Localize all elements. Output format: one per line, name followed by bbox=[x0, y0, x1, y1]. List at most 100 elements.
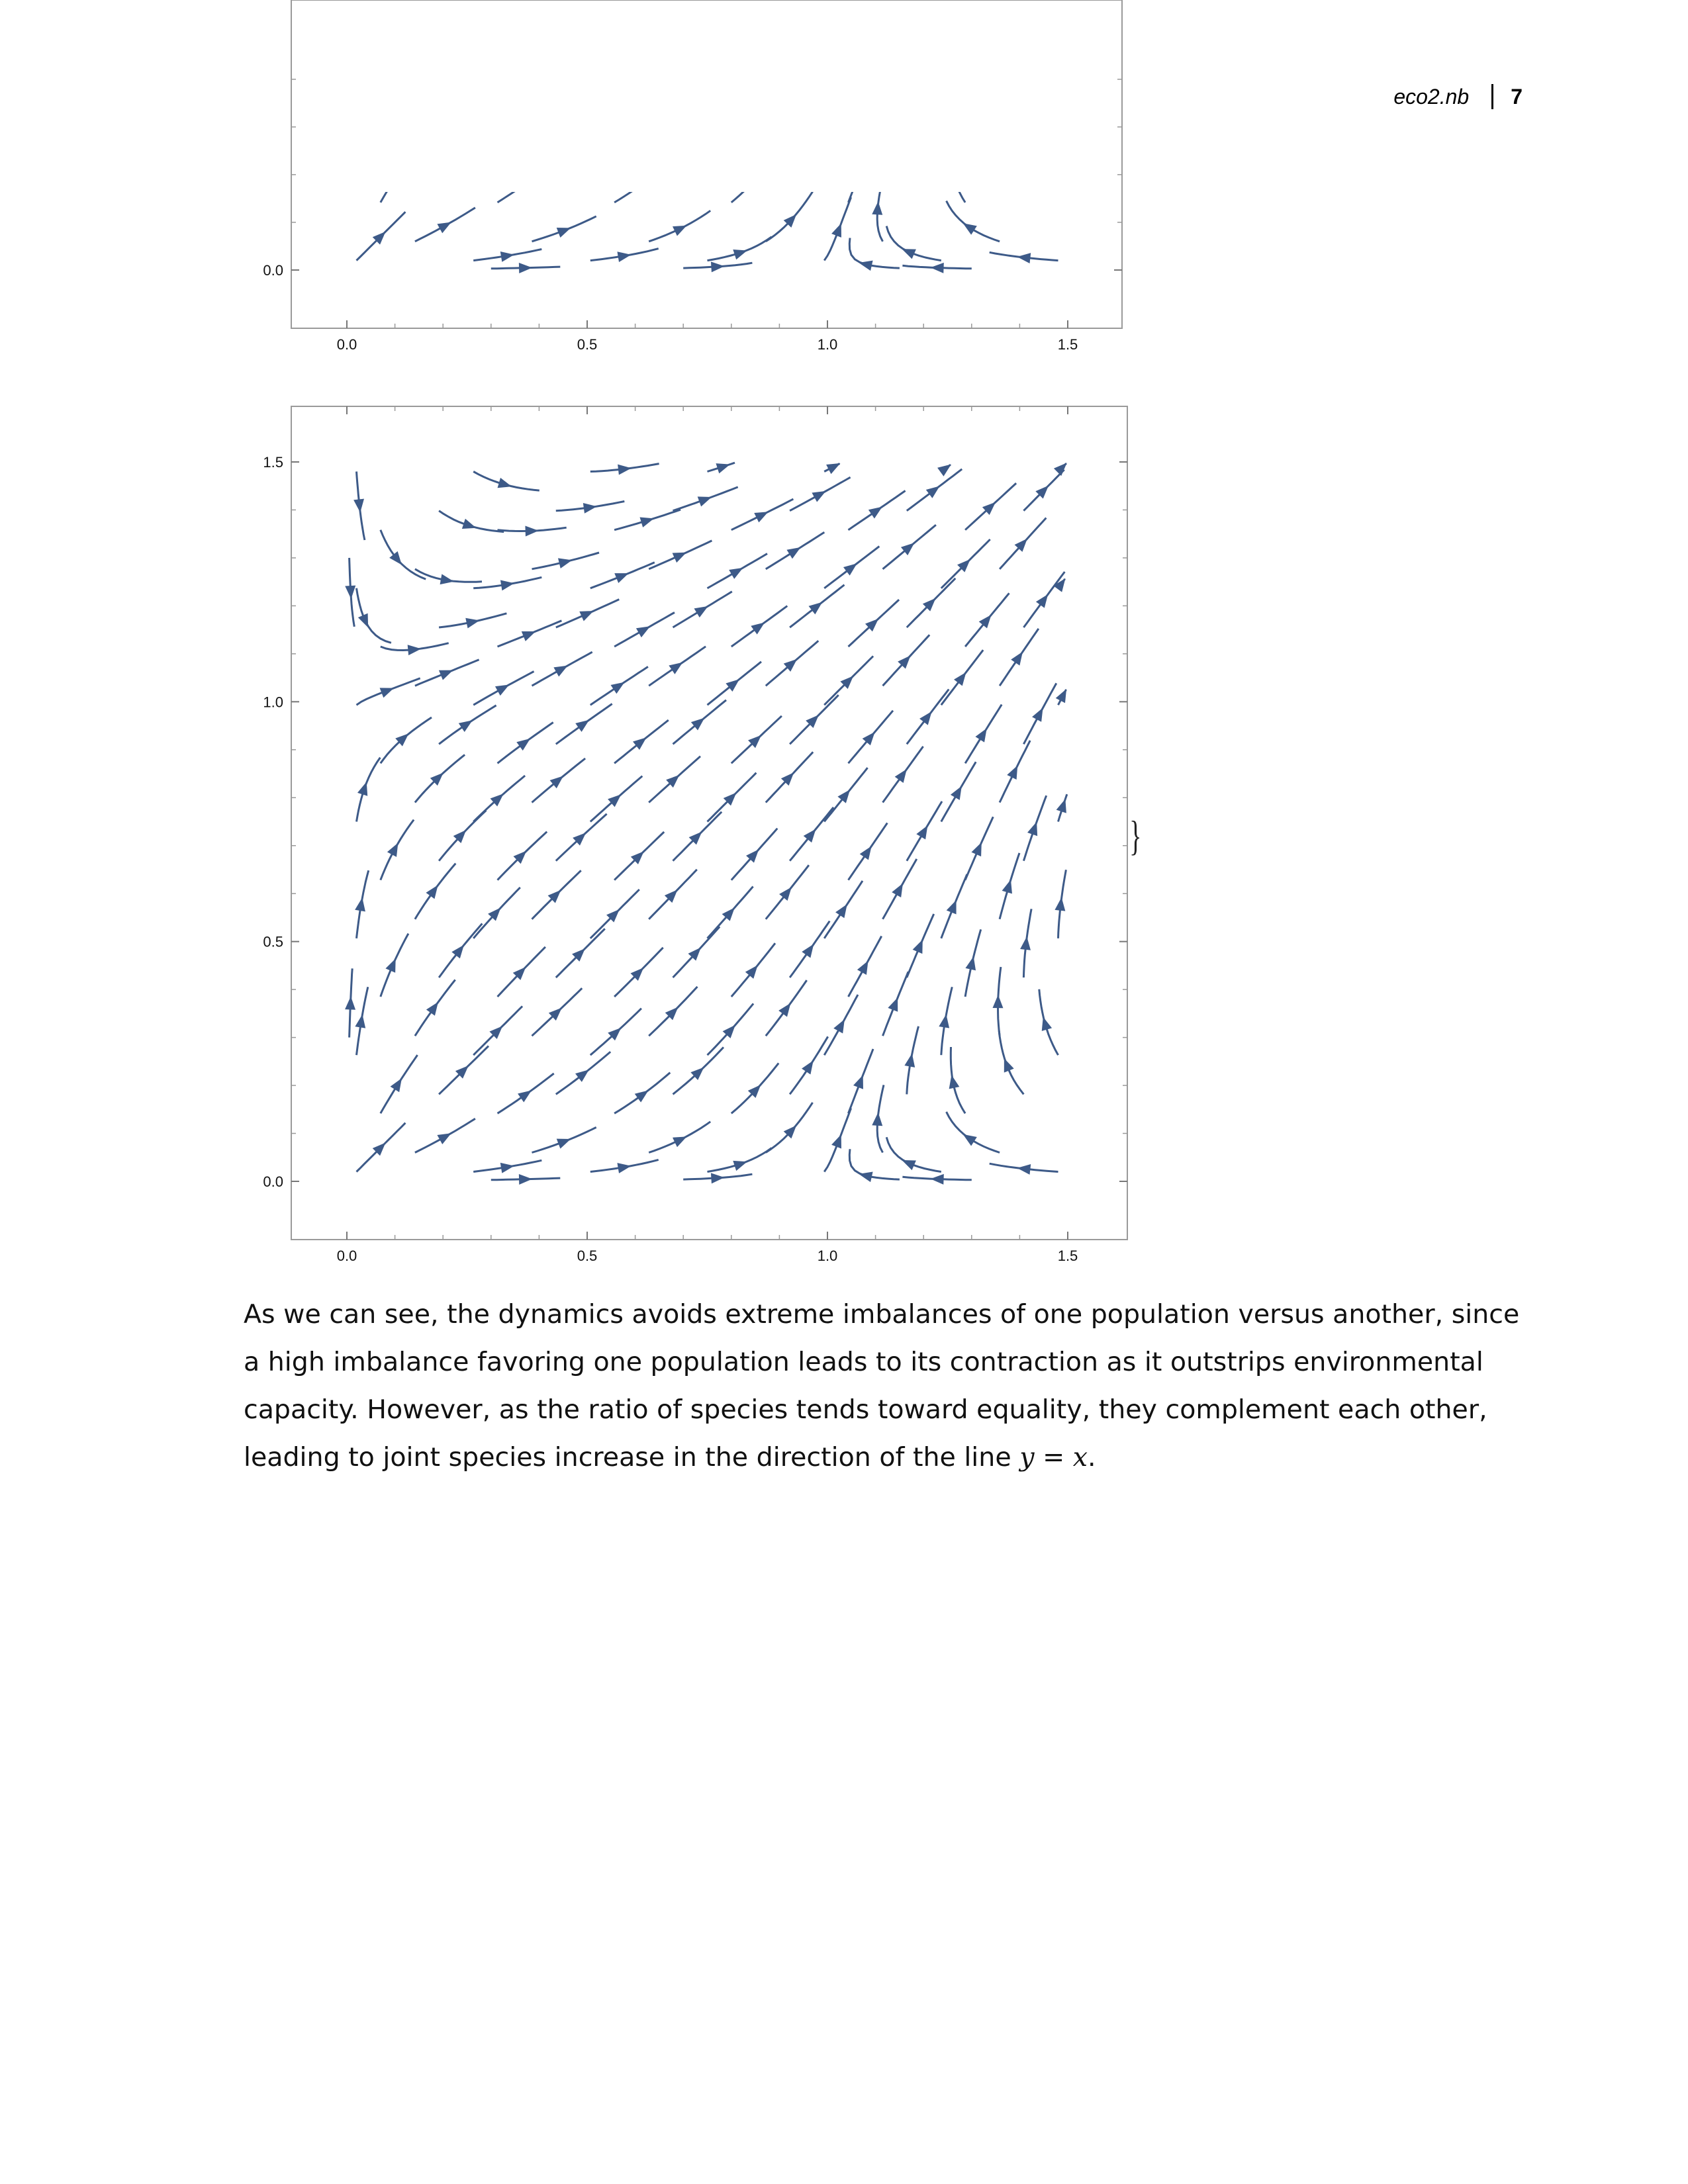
streamline-arrowhead bbox=[573, 833, 586, 846]
streamline-arrowhead bbox=[859, 1171, 873, 1183]
streamline-arrowhead bbox=[733, 1160, 747, 1171]
streamline-arrowhead bbox=[722, 1024, 735, 1038]
streamline-arrowhead bbox=[664, 889, 678, 903]
streamline-arrowhead bbox=[665, 97, 679, 110]
streamline-arrowhead bbox=[733, 249, 747, 260]
streamline-arrowhead bbox=[512, 966, 526, 980]
streamline-arrowhead bbox=[904, 143, 915, 157]
streamline-arrowhead bbox=[939, 1014, 950, 1028]
streamline-arrowhead bbox=[1055, 897, 1066, 911]
streamline-arrowhead bbox=[780, 772, 794, 786]
streamline bbox=[496, 192, 516, 204]
streamline bbox=[885, 226, 942, 262]
streamline-arrowhead bbox=[726, 679, 740, 692]
streamline-arrowhead bbox=[859, 260, 873, 271]
streamline-arrowhead bbox=[835, 0, 847, 9]
streamline-arrowhead bbox=[865, 618, 879, 632]
streamline-arrowhead bbox=[525, 525, 539, 537]
streamline-arrowhead bbox=[489, 1026, 503, 1040]
streamline-arrowhead bbox=[355, 897, 365, 912]
streamline-arrowhead bbox=[919, 711, 932, 725]
streamline-arrowhead bbox=[697, 496, 712, 507]
streamline-arrowhead bbox=[372, 1142, 386, 1156]
streamline-arrowhead bbox=[617, 251, 632, 263]
streamline bbox=[998, 57, 1001, 125]
streamline-arrowhead bbox=[930, 1173, 944, 1185]
x-tick-label: 0.0 bbox=[337, 336, 357, 353]
streamline bbox=[945, 200, 1000, 243]
streamline-arrowhead bbox=[1014, 538, 1027, 552]
streamline-arrowhead bbox=[353, 498, 365, 513]
streamline-arrowhead bbox=[1002, 879, 1012, 894]
streamline-arrowhead bbox=[812, 490, 826, 502]
streamline-arrowhead bbox=[862, 731, 875, 746]
streamline-arrowhead bbox=[665, 1007, 679, 1021]
streamline-arrowhead bbox=[835, 904, 847, 919]
streamline-arrowhead bbox=[1032, 707, 1043, 722]
streamline-arrowhead bbox=[975, 728, 987, 743]
streamline bbox=[708, 93, 754, 144]
streamline-arrowhead bbox=[853, 164, 863, 179]
streamline bbox=[673, 137, 724, 184]
streamline-arrowhead bbox=[458, 720, 473, 733]
streamline-arrowhead bbox=[913, 30, 923, 44]
streamline bbox=[998, 1030, 1025, 1095]
cell-bracket: } bbox=[1129, 812, 1142, 859]
streamline bbox=[790, 126, 828, 184]
streamline-arrowhead bbox=[549, 776, 564, 789]
streamline-arrowhead bbox=[513, 850, 527, 864]
streamline-arrowhead bbox=[438, 670, 453, 680]
streamline-arrowhead bbox=[1017, 253, 1031, 264]
streamline-arrowhead bbox=[902, 249, 916, 259]
streamline-arrowhead bbox=[1017, 1164, 1031, 1175]
streamline bbox=[532, 0, 581, 9]
streamline-arrowhead bbox=[518, 1090, 532, 1103]
streamline bbox=[473, 471, 539, 492]
x-tick-label: 0.0 bbox=[337, 1248, 357, 1264]
streamline-arrowhead bbox=[982, 502, 996, 516]
streamline-arrowhead bbox=[355, 104, 365, 118]
streamline-arrowhead bbox=[803, 829, 816, 843]
header-separator bbox=[1491, 84, 1494, 109]
streamline-arrowhead bbox=[1035, 594, 1049, 608]
streamline-arrowhead bbox=[710, 1173, 725, 1184]
x-tick-label: 1.0 bbox=[818, 336, 838, 353]
streamline-arrowhead bbox=[965, 46, 976, 60]
streamline-arrowhead bbox=[430, 772, 444, 786]
stream-plot-full: 0.0 0.5 1.0 1.5 0.0 0.5 1.0 1.5 bbox=[263, 406, 1128, 1264]
streamline bbox=[883, 0, 917, 9]
streamline bbox=[590, 0, 639, 28]
streamline-arrowhead bbox=[802, 944, 814, 958]
streamline-arrowhead bbox=[379, 688, 395, 698]
streamline-arrowhead bbox=[872, 1112, 883, 1126]
streamline-arrowhead bbox=[779, 887, 792, 901]
streamline-arrowhead bbox=[488, 0, 500, 11]
streamline bbox=[824, 0, 863, 28]
streamline bbox=[590, 98, 641, 144]
math-eq: = bbox=[1034, 1442, 1073, 1473]
streamline-arrowhead bbox=[426, 885, 438, 899]
streamline bbox=[1023, 0, 1031, 68]
streamline bbox=[438, 510, 504, 533]
x-tick-label: 1.5 bbox=[1058, 1248, 1078, 1264]
streamline-arrowhead bbox=[669, 662, 683, 674]
streamline bbox=[731, 33, 775, 86]
streamline-arrowhead bbox=[440, 574, 454, 585]
streamline-arrowhead bbox=[617, 1163, 632, 1173]
streamline-arrowhead bbox=[632, 737, 647, 751]
streamline-arrowhead bbox=[345, 585, 356, 600]
streamline-arrowhead bbox=[894, 769, 907, 783]
streamline-arrowhead bbox=[729, 567, 743, 579]
streamline-arrowhead bbox=[357, 782, 368, 796]
streamline-arrowhead bbox=[859, 846, 872, 860]
streamline-arrowhead bbox=[387, 842, 399, 857]
streamline-arrowhead bbox=[672, 552, 687, 563]
streamline-arrowhead bbox=[1011, 651, 1023, 666]
streamline-arrowhead bbox=[455, 155, 469, 168]
streamline-arrowhead bbox=[426, 1001, 439, 1016]
streamline-arrowhead bbox=[925, 486, 940, 498]
streamline-arrowhead bbox=[843, 563, 857, 576]
streamline bbox=[766, 0, 809, 9]
streamline bbox=[965, 20, 981, 87]
